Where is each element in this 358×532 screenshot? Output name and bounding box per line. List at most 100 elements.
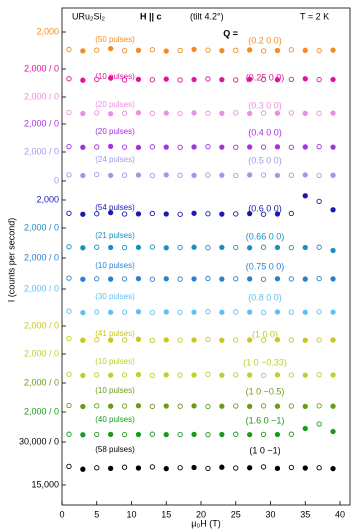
data-point [246,144,253,150]
y-tick-label: 15,000 [31,479,59,489]
data-point [108,172,114,178]
y-tick-label: 2,000 / 0 [24,377,59,387]
data-point [177,276,183,282]
data-point [108,111,114,117]
series-name: (0.8 0 0) [248,292,282,302]
data-point [108,372,114,378]
data-point [163,76,169,82]
data-point [246,431,253,438]
data-point [177,309,183,315]
x-tick-label: 30 [265,509,275,519]
series-name: (0.3 0 0) [248,100,282,110]
data-point [260,48,267,54]
data-point [288,276,294,282]
x-tick-label: 5 [94,509,99,519]
data-point [108,465,114,471]
data-point [302,403,308,409]
data-point [80,432,86,438]
pulse-count: (10 pulses) [95,72,135,81]
data-point [191,172,197,178]
data-point [233,372,239,378]
data-point [121,403,128,409]
data-point [246,76,253,82]
data-point [274,403,281,409]
pulse-count: (24 pulses) [95,155,135,164]
data-point [149,210,156,217]
data-point [94,211,100,217]
data-point [163,465,169,472]
data-point [274,110,281,116]
data-point [163,431,169,438]
data-point [149,244,156,250]
data-point [177,465,183,471]
data-point [108,309,114,315]
data-point [330,110,336,116]
data-point [191,276,197,282]
data-point [330,207,336,213]
data-point [205,275,211,282]
data-point [135,172,142,178]
series-name: (0.75 0 0) [246,261,285,271]
data-point [233,309,239,315]
data-point [219,431,225,438]
data-point [149,372,156,378]
data-point [149,172,156,179]
data-point [66,76,72,82]
pulse-count: (10 pulses) [95,386,135,395]
data-point [233,211,239,217]
data-point [177,372,183,378]
tilt: (tilt 4.2°) [190,11,224,21]
data-point [108,75,114,81]
data-point [108,143,114,150]
data-point [316,48,322,54]
data-point [233,110,239,116]
data-point [149,309,156,316]
data-point [205,244,211,251]
data-point [330,372,336,378]
data-point [191,244,197,250]
pulse-count: (10 pulses) [95,261,135,270]
data-point [316,76,322,83]
data-point [149,110,156,116]
series-name: (1 0 0) [252,329,278,339]
data-point [205,172,211,178]
data-point [274,77,281,83]
data-point [191,210,197,216]
data-point [288,309,294,315]
data-point [233,276,239,282]
data-point [66,109,72,116]
data-point [80,310,86,316]
data-point [66,402,72,409]
y-tick-label: 2,000 / 0 [24,146,59,156]
data-point [163,172,169,178]
data-point [66,371,72,377]
plot-frame [61,7,351,506]
data-point [80,110,86,117]
data-point [191,403,197,409]
data-point [108,403,114,409]
data-point [80,172,86,179]
data-point [94,110,100,116]
data-point [219,172,225,178]
q-label: Q = [223,28,238,38]
pulse-count: (41 pulses) [95,329,135,338]
data-point [330,247,336,254]
series-name: (1 0 −1) [249,445,280,455]
data-point [94,337,100,343]
data-point [66,463,72,469]
data-point [260,403,267,409]
compound: URu₂Si₂ [72,11,106,21]
data-point [274,211,281,217]
x-tick-label: 40 [335,509,345,519]
data-point [80,211,86,217]
data-point [288,464,294,471]
data-point [121,464,128,470]
x-tick-label: 20 [196,509,206,519]
data-point [260,431,267,437]
data-point [205,336,211,343]
data-point [149,77,156,83]
data-point [288,372,294,378]
x-tick-label: 10 [126,509,136,519]
data-point [149,47,156,53]
data-point [274,372,281,378]
